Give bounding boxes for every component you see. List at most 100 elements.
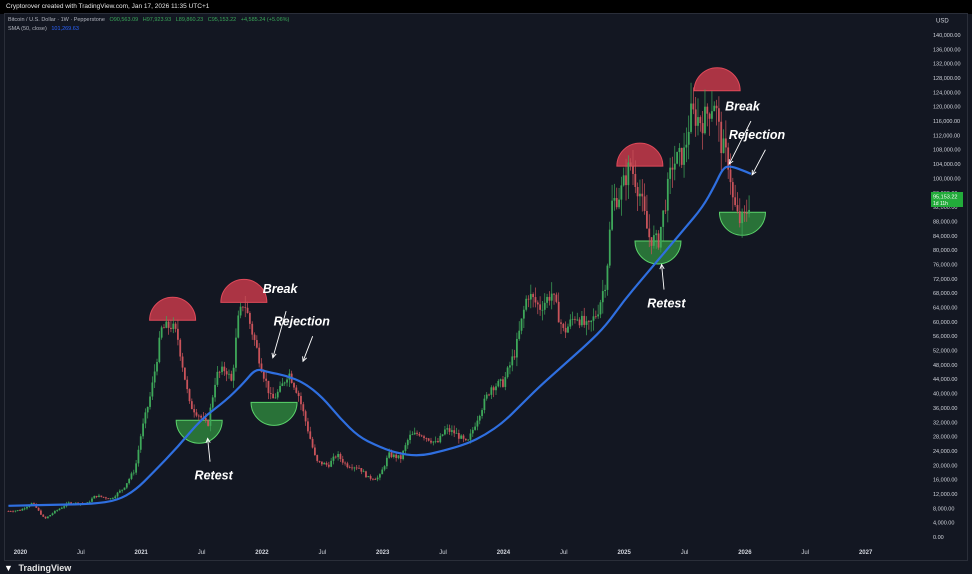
candle-body [128,478,131,484]
candle-body [664,210,667,212]
y-tick-label: 124,000.00 [933,90,961,96]
candle-body [597,314,600,317]
candle-body [687,131,690,145]
candle-body [457,432,460,439]
candle-body [692,103,695,110]
candle-body [392,454,395,457]
candle-body [142,423,144,437]
candle-body [532,294,535,298]
y-tick-label: 120,000.00 [933,105,961,111]
candle-body [67,502,70,504]
candle-body [555,294,558,302]
y-tick-label: 64,000.00 [933,306,957,312]
candle-body [518,330,521,339]
candle-body [680,147,683,165]
candle-body [713,105,716,112]
candle-body [49,514,52,517]
candle-body [722,138,725,154]
candle-body [469,433,472,440]
x-tick-label: 2024 [497,550,511,556]
candle-body [427,438,430,441]
candle-body [425,438,428,439]
candle-body [613,197,616,201]
candle-body [657,233,660,248]
candle-body [107,498,110,500]
candle-body [121,489,124,491]
candle-body [260,363,263,372]
candle-body [56,510,59,511]
candles-layer [7,82,750,519]
candle-body [662,210,665,227]
candle-body [318,460,321,462]
candle-body [242,306,244,308]
legend-open: O90,563.09 [109,17,139,23]
x-tick-label: 2026 [738,550,752,556]
candle-body [262,371,265,379]
candle-body [223,366,226,372]
candle-body [183,367,186,380]
candle-body [276,391,279,398]
candle-body [420,435,423,437]
candle-body [269,393,272,394]
annotation-label: Rejection [274,314,331,328]
candle-body [197,415,200,417]
candle-body [629,162,632,167]
candle-body [432,441,435,443]
x-tick-label: 2022 [255,550,269,556]
candle-body [228,373,230,375]
annotation-label: Retest [647,297,686,311]
x-tick-label: Jul [77,550,85,556]
candle-body [430,440,432,443]
candle-body [313,447,316,456]
y-tick-label: 0.00 [933,535,944,541]
candle-body [132,472,135,474]
candle-body [135,463,138,473]
annotation-arrow [207,438,211,462]
y-tick-label: 116,000.00 [933,119,960,125]
candle-body [163,327,165,329]
candle-body [26,506,28,509]
candle-body [153,371,156,383]
candle-body [529,294,532,300]
candle-body [369,476,372,479]
candle-body [583,315,586,325]
candle-body [209,407,212,426]
chart-frame[interactable] [4,13,968,561]
annotation-arrowhead [659,263,665,270]
candle-body [423,436,425,439]
legend-close: C95,153.22 [207,17,237,23]
y-tick-label: 8,000.00 [933,506,954,512]
legend-sma-row[interactable]: SMA (50, close) 101,269.63 [8,25,289,34]
candle-body [513,356,516,358]
candle-body [697,117,699,126]
candle-body [502,379,504,387]
candle-body [611,200,613,230]
legend-sma-value: 101,269.63 [51,26,79,32]
candle-body [151,382,154,397]
y-tick-label: 44,000.00 [933,377,957,383]
candle-body [483,398,486,411]
candle-body [601,291,604,303]
candle-body [643,196,646,211]
candle-body [353,467,356,469]
candle-body [244,307,247,309]
candle-body [221,366,223,373]
candle-body [348,467,351,468]
candle-body [557,301,560,323]
candle-body [358,467,360,469]
candle-body [207,420,209,426]
candle-body [560,322,562,324]
candle-body [51,513,54,515]
time-scale[interactable]: 2020 Jul 2021 Jul 2022 Jul 2023 Jul 2024 Jul 2025 J… [14,550,873,556]
candle-body [569,319,572,327]
y-tick-label: 80,000.00 [933,248,957,254]
candle-body [362,471,365,473]
candle-body [258,347,261,364]
candle-body [720,121,723,154]
price-scale[interactable]: 0.00 4,000.00 8,000.00 12,000.00 16,000.00 20… [933,33,961,541]
candle-body [7,511,10,512]
x-tick-label: 2021 [135,550,149,556]
candle-body [272,393,275,399]
candle-body [232,367,235,381]
